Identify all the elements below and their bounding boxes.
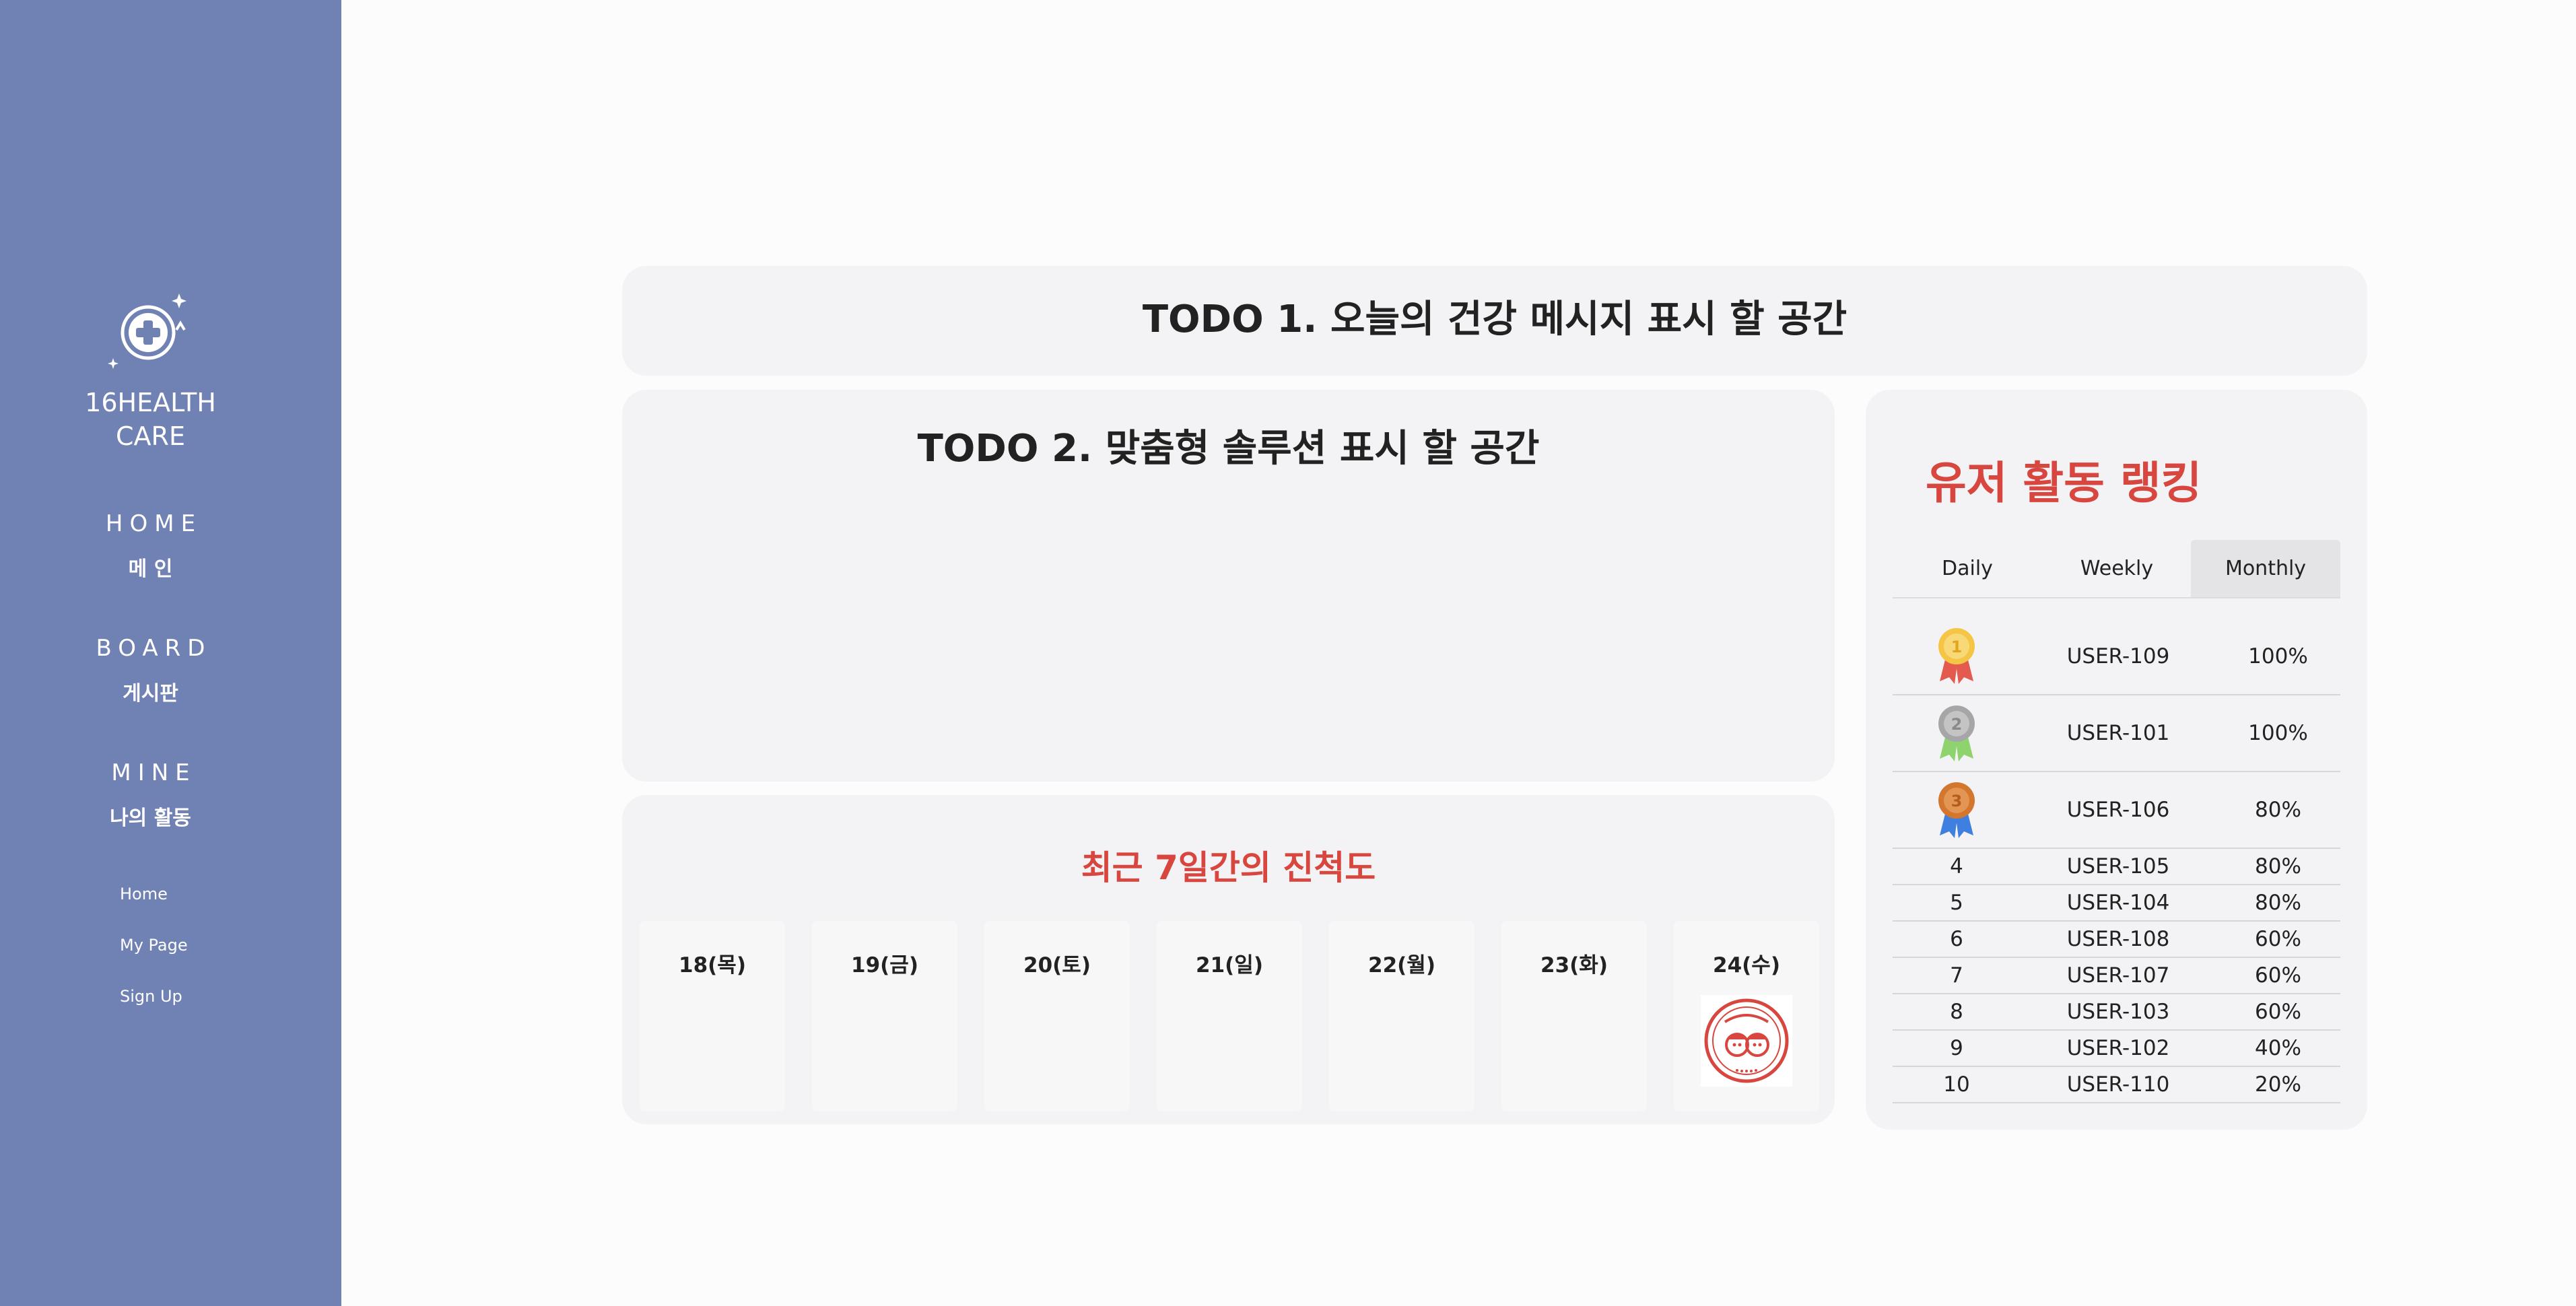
table-row: 9 USER-102 40% xyxy=(1893,1031,2340,1067)
svg-text:3: 3 xyxy=(1951,792,1963,811)
rank-user: USER-106 xyxy=(2066,798,2170,822)
nav-mine-en[interactable]: MINE xyxy=(111,759,197,786)
tab-weekly[interactable]: Weekly xyxy=(2080,557,2154,580)
rank-percent: 80% xyxy=(2255,854,2301,879)
table-row: 7 USER-107 60% xyxy=(1893,958,2340,994)
rank-user: USER-104 xyxy=(2066,891,2170,915)
day-cell[interactable]: 21(일) xyxy=(1157,921,1302,1111)
tab-monthly[interactable]: Monthly xyxy=(2191,540,2340,597)
gold-medal-icon: 1 xyxy=(1938,628,1975,684)
day-label: 23(화) xyxy=(1540,953,1608,977)
rank-percent: 100% xyxy=(2248,721,2308,745)
ranking-tabs: Daily Weekly Monthly xyxy=(1893,540,2340,598)
svg-text:2: 2 xyxy=(1951,715,1963,734)
rank-user: USER-110 xyxy=(2066,1072,2170,1097)
rank-user: USER-105 xyxy=(2066,854,2170,879)
table-row: 2 USER-101 100% xyxy=(1893,695,2340,772)
day-cell[interactable]: 22(월) xyxy=(1329,921,1475,1111)
bronze-medal-icon: 3 xyxy=(1938,782,1975,838)
medical-cross-icon[interactable] xyxy=(106,288,194,376)
brand-label: 16HEALTH CARE xyxy=(85,388,216,451)
rank-number: 4 xyxy=(1950,854,1963,879)
ranking-title: 유저 활동 랭킹 xyxy=(1926,457,2202,509)
day-label: 22(월) xyxy=(1368,953,1435,977)
table-row: 4 USER-105 80% xyxy=(1893,849,2340,885)
table-row: 3 USER-106 80% xyxy=(1893,772,2340,849)
nav-mine[interactable]: MINE 나의 활동 xyxy=(0,758,301,832)
tab-daily[interactable]: Daily xyxy=(1942,557,1993,580)
day-label: 20(토) xyxy=(1023,953,1091,977)
rank-percent: 80% xyxy=(2255,891,2301,915)
nav-home-en[interactable]: HOME xyxy=(105,510,203,537)
nav-home[interactable]: HOME 메 인 xyxy=(0,509,301,583)
rank-user: USER-102 xyxy=(2066,1036,2170,1060)
table-row: 5 USER-104 80% xyxy=(1893,885,2340,922)
rank-percent: 60% xyxy=(2255,1000,2301,1024)
table-row: 10 USER-110 20% xyxy=(1893,1067,2340,1103)
day-cell[interactable]: 18(목) xyxy=(640,921,785,1111)
rank-percent: 60% xyxy=(2255,927,2301,951)
day-label: 24(수) xyxy=(1713,953,1780,977)
table-row: 8 USER-103 60% xyxy=(1893,994,2340,1031)
nav-board-ko[interactable]: 게시판 xyxy=(123,682,178,706)
day-cell[interactable]: 24(수) xyxy=(1674,921,1819,1111)
sidebar: 16HEALTH CARE HOME 메 인 BOARD 게시판 MINE 나의… xyxy=(0,0,341,1306)
svg-text:1: 1 xyxy=(1951,638,1963,656)
brand-name[interactable]: 16HEALTH CARE xyxy=(0,386,301,453)
day-cell[interactable]: 20(토) xyxy=(984,921,1130,1111)
rank-number: 8 xyxy=(1950,1000,1963,1024)
rank-percent: 40% xyxy=(2255,1036,2301,1060)
day-label: 21(일) xyxy=(1196,953,1263,977)
rank-percent: 60% xyxy=(2255,963,2301,988)
rank-user: USER-109 xyxy=(2066,644,2170,668)
rank-number: 6 xyxy=(1950,927,1963,951)
link-home[interactable]: Home xyxy=(120,885,168,903)
weekly-progress-card: 최근 7일간의 진척도 18(목) 19(금) 20(토) 21(일) 22(월… xyxy=(622,795,1835,1124)
nav-board[interactable]: BOARD 게시판 xyxy=(0,633,301,708)
rank-number: 10 xyxy=(1943,1072,1970,1097)
rank-percent: 100% xyxy=(2248,644,2308,668)
day-label: 19(금) xyxy=(851,953,918,977)
health-message-title: TODO 1. 오늘의 건강 메시지 표시 할 공간 xyxy=(1142,298,1848,341)
weekly-progress-title: 최근 7일간의 진척도 xyxy=(1081,848,1376,887)
solution-card: TODO 2. 맞춤형 솔루션 표시 할 공간 xyxy=(622,390,1835,782)
nav-mine-ko[interactable]: 나의 활동 xyxy=(110,806,191,830)
rank-percent: 80% xyxy=(2255,798,2301,822)
day-cell[interactable]: 23(화) xyxy=(1501,921,1647,1111)
table-row: 1 USER-109 100% xyxy=(1893,618,2340,695)
silver-medal-icon: 2 xyxy=(1938,706,1975,761)
solution-title: TODO 2. 맞춤형 솔루션 표시 할 공간 xyxy=(917,427,1540,471)
health-message-card: TODO 1. 오늘의 건강 메시지 표시 할 공간 xyxy=(622,266,2367,376)
day-label: 18(목) xyxy=(679,953,746,977)
day-cell[interactable]: 19(금) xyxy=(812,921,957,1111)
nav-home-ko[interactable]: 메 인 xyxy=(128,557,173,581)
link-sign-up[interactable]: Sign Up xyxy=(120,987,182,1006)
nav-board-en[interactable]: BOARD xyxy=(96,635,212,662)
rank-number: 7 xyxy=(1950,963,1963,988)
rank-number: 5 xyxy=(1950,891,1963,915)
rank-user: USER-101 xyxy=(2066,721,2170,745)
rank-percent: 20% xyxy=(2255,1072,2301,1097)
user-ranking-card: 유저 활동 랭킹 Daily Weekly Monthly 1 USER-109… xyxy=(1866,390,2367,1130)
rank-number: 9 xyxy=(1950,1036,1963,1060)
link-my-page[interactable]: My Page xyxy=(120,936,188,955)
rank-user: USER-107 xyxy=(2066,963,2170,988)
rank-user: USER-103 xyxy=(2066,1000,2170,1024)
table-row: 6 USER-108 60% xyxy=(1893,922,2340,958)
rank-user: USER-108 xyxy=(2066,927,2170,951)
completion-stamp-icon xyxy=(1701,995,1792,1087)
